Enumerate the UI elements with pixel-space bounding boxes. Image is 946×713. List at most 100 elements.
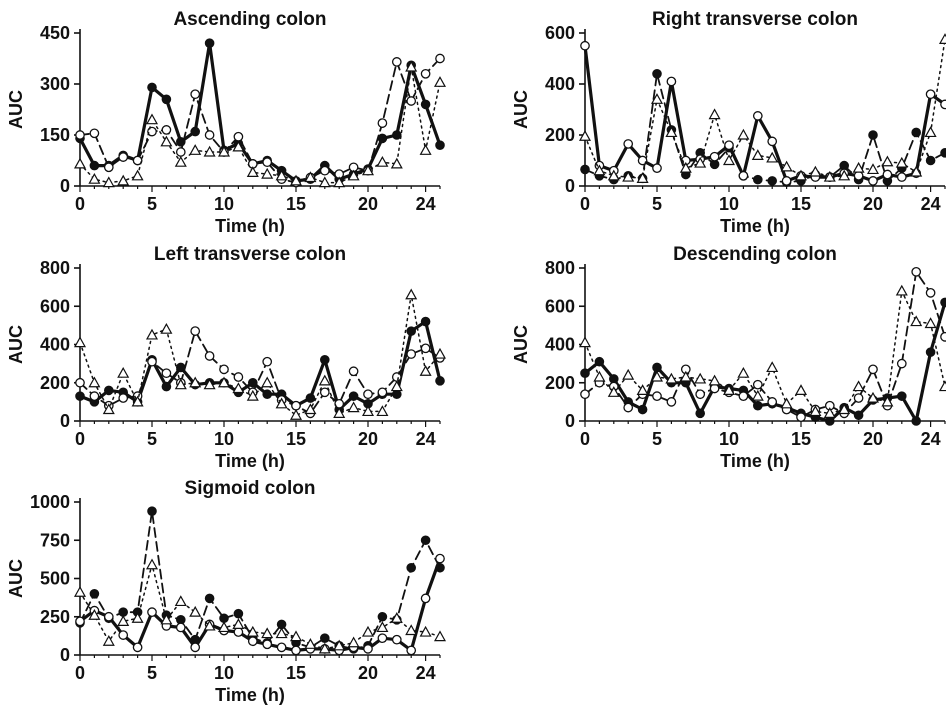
left-transverse-colon-point-open-circle: [89, 391, 100, 401]
sigmoid-colon-point-open-circle: [233, 627, 244, 637]
ascending-colon-point-open-circle: [89, 128, 100, 139]
ascending-colon-x-tick-label: 15: [286, 194, 306, 214]
descending-colon-point-open-triangle: [578, 336, 592, 348]
right-transverse-colon-x-tick-label: 5: [652, 194, 662, 214]
sigmoid-colon-y-tick-label: 750: [40, 530, 70, 550]
left-transverse-colon-point-open-triangle: [203, 378, 216, 390]
right-transverse-colon-point-open-triangle: [852, 161, 865, 173]
sigmoid-colon-point-open-circle: [377, 633, 388, 644]
descending-colon-x-axis-label: Time (h): [720, 451, 790, 471]
right-transverse-colon-point-open-triangle: [881, 155, 894, 167]
descending-colon-point-open-triangle: [780, 397, 793, 409]
ascending-colon-point-open-triangle: [131, 169, 144, 181]
ascending-colon-point-open-triangle: [73, 157, 87, 169]
left-transverse-colon-y-axis-label: AUC: [6, 325, 26, 364]
left-transverse-colon-point-open-triangle: [405, 288, 418, 300]
ascending-colon-point-filled-circle: [435, 140, 445, 150]
ascending-colon-point-open-circle: [190, 89, 201, 100]
left-transverse-colon-point-open-circle: [204, 351, 215, 361]
left-transverse-colon-y-tick-label: 800: [40, 258, 70, 278]
right-transverse-colon-x-tick-label: 10: [719, 194, 739, 214]
sigmoid-colon-point-open-triangle: [88, 608, 101, 620]
left-transverse-colon-point-filled-circle: [104, 385, 114, 396]
descending-colon-point-filled-circle: [911, 416, 922, 426]
ascending-colon-point-open-triangle: [275, 169, 288, 181]
ascending-colon-point-open-triangle: [390, 157, 403, 169]
ascending-colon-point-open-circle: [161, 125, 172, 135]
ascending-colon-panel: Ascending colon 0 150 300 450 0 5 10 15 20 24 Time …: [6, 9, 447, 236]
left-transverse-colon-point-open-triangle: [333, 407, 346, 418]
left-transverse-colon-point-filled-circle: [406, 326, 417, 336]
right-transverse-colon-point-open-triangle: [578, 130, 592, 141]
left-transverse-colon-point-filled-circle: [248, 377, 258, 388]
sigmoid-colon-point-open-triangle: [275, 627, 288, 639]
left-transverse-colon-point-open-triangle: [217, 376, 231, 388]
left-transverse-colon-point-open-triangle: [160, 322, 173, 334]
left-transverse-colon-point-filled-circle: [262, 389, 273, 400]
descending-colon-point-open-circle: [940, 332, 946, 342]
left-transverse-colon-x-tick-label: 24: [416, 429, 436, 449]
descending-colon-point-open-triangle: [766, 361, 779, 373]
sigmoid-colon-point-open-triangle: [117, 615, 130, 626]
left-transverse-colon-panel: Left transverse colon 0 200 400 600 800 0 5 10 15…: [6, 244, 447, 471]
ascending-colon-point-open-circle: [233, 131, 244, 142]
left-transverse-colon-point-open-circle: [406, 349, 417, 359]
sigmoid-colon-point-open-triangle: [405, 624, 418, 636]
ascending-colon-y-tick-label: 300: [40, 74, 70, 94]
left-transverse-colon-x-tick-label: 20: [358, 429, 378, 449]
left-transverse-colon-point-filled-circle: [348, 391, 359, 401]
sigmoid-colon-point-open-triangle: [203, 619, 216, 631]
descending-colon-point-open-triangle: [622, 368, 635, 380]
right-transverse-colon-point-open-triangle: [794, 169, 808, 181]
sigmoid-colon-series-filled-circle: [75, 506, 445, 654]
left-transverse-colon-point-open-circle: [377, 387, 388, 398]
ascending-colon-y-tick-label: 0: [60, 176, 70, 196]
ascending-colon-point-open-triangle: [203, 145, 216, 157]
left-transverse-colon-point-filled-circle: [320, 355, 330, 365]
descending-colon-point-open-triangle: [650, 370, 664, 382]
right-transverse-colon-point-filled-circle: [753, 174, 763, 185]
left-transverse-colon-x-tick-label: 5: [147, 429, 157, 449]
right-transverse-colon-point-open-triangle: [636, 172, 649, 183]
left-transverse-colon-x-tick-label: 15: [286, 429, 306, 449]
sigmoid-colon-point-open-triangle: [433, 630, 447, 642]
right-transverse-colon-point-open-triangle: [751, 149, 764, 160]
sigmoid-colon-point-open-triangle: [246, 625, 259, 637]
left-transverse-colon-point-filled-circle: [420, 316, 431, 327]
descending-colon-y-tick-label: 600: [545, 296, 575, 316]
descending-colon-point-open-triangle: [737, 366, 750, 378]
right-transverse-colon-point-open-triangle: [737, 128, 750, 140]
left-transverse-colon-point-open-triangle: [275, 397, 288, 409]
right-transverse-colon-y-tick-label: 200: [545, 125, 575, 145]
descending-colon-point-open-triangle: [823, 407, 836, 418]
left-transverse-colon-point-open-circle: [118, 393, 129, 403]
ascending-colon-y-tick-label: 150: [40, 125, 70, 145]
left-transverse-colon-point-open-triangle: [88, 376, 101, 388]
left-transverse-colon-point-filled-circle: [435, 376, 445, 386]
right-transverse-colon-point-open-circle: [580, 40, 590, 51]
descending-colon-point-open-circle: [738, 391, 749, 401]
left-transverse-colon-point-open-triangle: [261, 376, 274, 388]
left-transverse-colon-point-open-circle: [161, 368, 172, 379]
sigmoid-colon-point-filled-circle: [233, 608, 244, 619]
ascending-colon-x-tick-label: 10: [214, 194, 234, 214]
left-transverse-colon-point-open-triangle: [131, 395, 144, 407]
sigmoid-colon-point-open-circle: [132, 642, 143, 653]
sigmoid-colon-point-filled-circle: [320, 633, 330, 643]
ascending-colon-point-open-triangle: [433, 76, 447, 87]
sigmoid-colon-y-axis-label: AUC: [6, 559, 26, 598]
ascending-colon-point-open-triangle: [217, 145, 231, 157]
descending-colon-point-open-circle: [911, 266, 922, 277]
sigmoid-colon-point-open-circle: [147, 607, 157, 618]
descending-colon-point-open-triangle: [809, 405, 822, 417]
descending-colon-y-tick-label: 400: [545, 335, 575, 355]
sigmoid-colon-x-tick-label: 0: [75, 663, 85, 683]
sigmoid-colon-point-open-circle: [103, 611, 114, 622]
sigmoid-colon-point-open-circle: [118, 630, 129, 640]
ascending-colon-point-filled-circle: [204, 38, 215, 49]
left-transverse-colon-point-open-triangle: [117, 366, 130, 378]
ascending-colon-point-open-circle: [204, 130, 215, 140]
sigmoid-colon-point-open-triangle: [333, 639, 346, 651]
right-transverse-colon-point-open-triangle: [694, 156, 707, 168]
ascending-colon-point-open-triangle: [246, 166, 259, 177]
